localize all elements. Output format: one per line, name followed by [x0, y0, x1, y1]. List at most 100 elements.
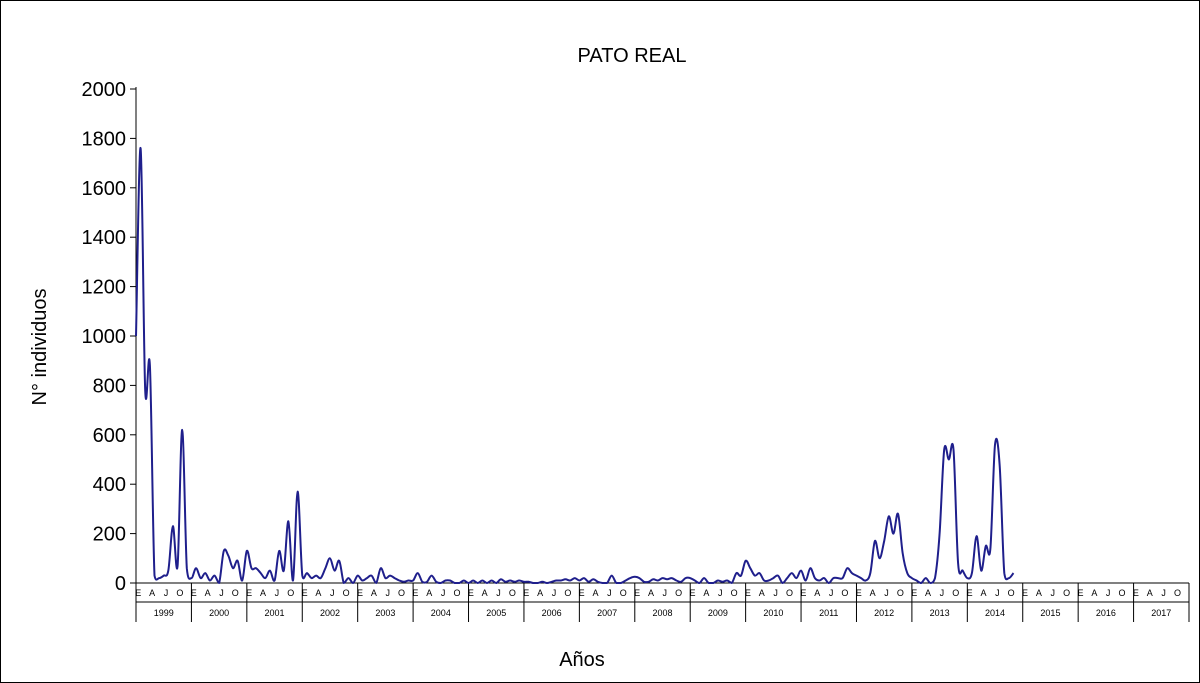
- y-tick-label: 1600: [82, 178, 127, 200]
- month-tick-label: E: [246, 588, 252, 598]
- month-tick-label: O: [841, 588, 848, 598]
- month-tick-label: E: [357, 588, 363, 598]
- month-tick-label: A: [371, 588, 377, 598]
- month-tick-label: O: [176, 588, 183, 598]
- month-tick-label: J: [164, 588, 169, 598]
- month-tick-label: O: [1174, 588, 1181, 598]
- series-line: [135, 147, 1015, 584]
- y-tick-label: 400: [93, 474, 126, 496]
- y-tick-label: 200: [93, 524, 126, 546]
- month-tick-label: J: [385, 588, 390, 598]
- y-tick-label: 0: [115, 573, 126, 595]
- month-tick-label: A: [593, 588, 599, 598]
- month-tick-label: E: [468, 588, 474, 598]
- year-label: 1999: [154, 608, 174, 618]
- month-tick-label: O: [786, 588, 793, 598]
- month-tick-label: A: [260, 588, 266, 598]
- axes: [135, 87, 1189, 622]
- year-label: 2006: [542, 608, 562, 618]
- year-label: 2000: [209, 608, 229, 618]
- month-tick-label: O: [675, 588, 682, 598]
- month-tick-label: A: [759, 588, 765, 598]
- month-tick-label: J: [718, 588, 723, 598]
- month-tick-label: O: [453, 588, 460, 598]
- month-tick-label: A: [482, 588, 488, 598]
- y-tick-label: 800: [93, 375, 126, 397]
- y-tick-label: 2000: [82, 79, 127, 101]
- month-tick-label: J: [1106, 588, 1111, 598]
- year-label: 2012: [874, 608, 894, 618]
- month-tick-label: O: [1008, 588, 1015, 598]
- month-tick-label: A: [426, 588, 432, 598]
- month-tick-label: O: [287, 588, 294, 598]
- month-tick-label: J: [496, 588, 501, 598]
- month-tick-label: E: [191, 588, 197, 598]
- year-label: 2004: [431, 608, 451, 618]
- year-label: 2008: [652, 608, 672, 618]
- month-tick-label: E: [800, 588, 806, 598]
- month-tick-label: A: [149, 588, 155, 598]
- year-label: 2011: [819, 608, 838, 618]
- y-ticks: 0 200 400 600 800 1000 1200 1400 1600 1800 2000: [82, 79, 136, 595]
- month-tick-label: J: [607, 588, 612, 598]
- month-tick-label: A: [537, 588, 543, 598]
- year-label: 2005: [486, 608, 506, 618]
- year-label: 2007: [597, 608, 617, 618]
- month-tick-label: A: [205, 588, 211, 598]
- year-label: 2003: [375, 608, 395, 618]
- y-tick-label: 1800: [82, 128, 127, 150]
- year-label: 2013: [930, 608, 950, 618]
- month-tick-label: E: [856, 588, 862, 598]
- month-tick-label: E: [1022, 588, 1028, 598]
- y-axis-label: N° individuos: [29, 289, 51, 406]
- month-tick-label: O: [731, 588, 738, 598]
- x-axis-label: Años: [559, 649, 605, 671]
- month-tick-label: O: [952, 588, 959, 598]
- month-tick-label: A: [703, 588, 709, 598]
- month-tick-label: J: [1161, 588, 1166, 598]
- month-tick-label: E: [634, 588, 640, 598]
- year-label: 2010: [763, 608, 783, 618]
- year-label: 2014: [985, 608, 1005, 618]
- month-tick-label: A: [925, 588, 931, 598]
- month-tick-label: E: [412, 588, 418, 598]
- month-tick-label: J: [773, 588, 778, 598]
- month-tick-label: J: [330, 588, 335, 598]
- month-tick-label: O: [564, 588, 571, 598]
- month-tick-label: J: [1051, 588, 1056, 598]
- month-tick-label: E: [1077, 588, 1083, 598]
- month-tick-label: A: [648, 588, 654, 598]
- month-tick-label: O: [398, 588, 405, 598]
- year-label: 2002: [320, 608, 340, 618]
- month-tick-label: O: [232, 588, 239, 598]
- month-tick-label: O: [620, 588, 627, 598]
- month-tick-label: E: [579, 588, 585, 598]
- month-tick-label: J: [275, 588, 280, 598]
- month-tick-label: J: [441, 588, 446, 598]
- year-label: 2015: [1040, 608, 1060, 618]
- month-tick-label: O: [897, 588, 904, 598]
- month-tick-label: O: [343, 588, 350, 598]
- month-tick-label: A: [1091, 588, 1097, 598]
- month-tick-label: J: [995, 588, 1000, 598]
- month-tick-label: J: [884, 588, 889, 598]
- month-tick-label: O: [509, 588, 516, 598]
- month-tick-label: E: [911, 588, 917, 598]
- month-tick-label: E: [690, 588, 696, 598]
- y-tick-label: 600: [93, 425, 126, 447]
- year-label: 2017: [1151, 608, 1171, 618]
- month-tick-label: E: [302, 588, 308, 598]
- month-tick-label: E: [1133, 588, 1139, 598]
- month-tick-label: J: [829, 588, 834, 598]
- month-tick-label: A: [1036, 588, 1042, 598]
- month-tick-label: E: [135, 588, 141, 598]
- month-tick-label: J: [940, 588, 945, 598]
- month-tick-label: J: [663, 588, 668, 598]
- month-tick-label: E: [745, 588, 751, 598]
- month-tick-label: A: [870, 588, 876, 598]
- y-tick-label: 1400: [82, 227, 127, 249]
- month-tick-label: A: [315, 588, 321, 598]
